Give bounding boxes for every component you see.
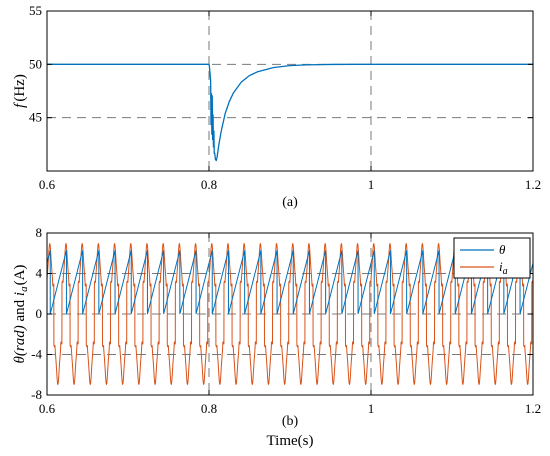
- series-line-theta: [47, 250, 533, 315]
- x-tick-label-a: 1: [368, 177, 375, 192]
- y-tick-label-b: -4: [31, 347, 42, 362]
- x-tick-label-a: 0.8: [201, 177, 217, 192]
- frequency-chart: 0.6 0.8 1 1.2 45 50 55 f(Hz) (a): [12, 3, 541, 210]
- x-tick-label-a: 1.2: [525, 177, 541, 192]
- y-ticks-a: 45 50 55: [29, 3, 533, 125]
- plot-area-b: [47, 242, 533, 386]
- y-axis-label-a: f(Hz): [12, 74, 28, 108]
- axes-box-a: [46, 10, 534, 172]
- legend: θ ia: [453, 237, 531, 279]
- legend-label-theta: θ: [499, 242, 506, 257]
- y-tick-label-b: 4: [36, 266, 43, 281]
- x-tick-label-b: 0.8: [201, 401, 217, 416]
- y-tick-label-b: 0: [36, 306, 43, 321]
- y-tick-label-b: 8: [36, 225, 43, 240]
- caption-a: (a): [282, 195, 298, 210]
- y-tick-label-a: 55: [29, 3, 42, 18]
- series-line-frequency: [47, 63, 533, 162]
- legend-box: [453, 237, 531, 279]
- grid-a: [47, 11, 533, 171]
- plot-area-a: [47, 63, 533, 162]
- x-axis-label-b: Time(s): [267, 433, 314, 449]
- y-ticks-b: -8 -4 0 4 8: [31, 225, 533, 402]
- x-tick-label-a: 0.6: [39, 177, 56, 192]
- x-tick-label-b: 1.2: [525, 401, 541, 416]
- y-tick-label-a: 45: [29, 110, 42, 125]
- series-line-current: [47, 242, 533, 386]
- y-axis-label-b: θ(rad) and ia(A): [12, 265, 30, 364]
- caption-b: (b): [282, 414, 299, 429]
- x-tick-label-b: 1: [368, 401, 375, 416]
- y-tick-label-a: 50: [29, 56, 42, 71]
- x-ticks-b: 0.6 0.8 1 1.2: [39, 233, 541, 416]
- legend-label-current: ia: [499, 259, 508, 277]
- x-tick-label-b: 0.6: [39, 401, 56, 416]
- x-ticks-a: 0.6 0.8 1 1.2: [39, 11, 541, 192]
- y-tick-label-b: -8: [31, 387, 42, 402]
